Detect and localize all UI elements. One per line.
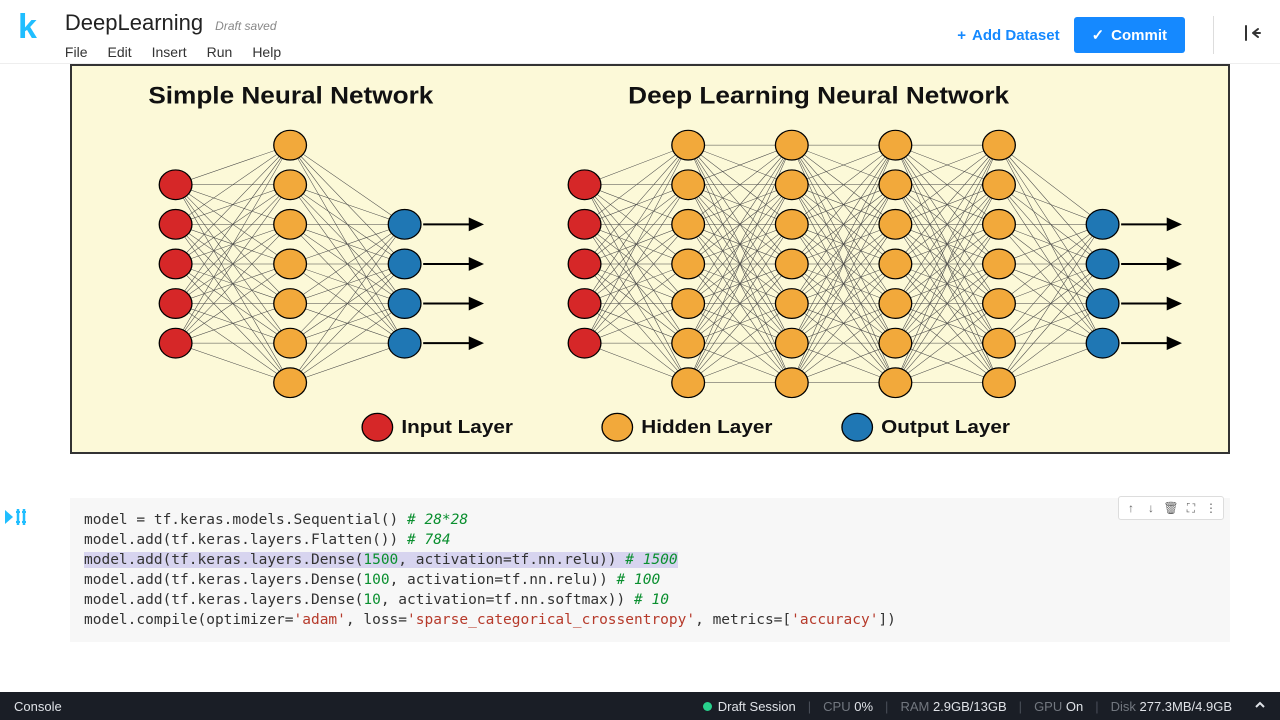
title-block: DeepLearning Draft saved File Edit Inser…	[65, 10, 281, 60]
add-dataset-button[interactable]: + Add Dataset	[957, 27, 1059, 44]
cell-more-button[interactable]: ⋮	[1202, 499, 1220, 517]
menu-help[interactable]: Help	[252, 44, 281, 60]
session-status: Draft Session	[703, 699, 796, 714]
menu-bar: File Edit Insert Run Help	[65, 44, 281, 60]
run-cell-gutter-icon[interactable]	[4, 506, 32, 533]
cpu-status: CPU 0%	[823, 699, 873, 714]
notebook-title[interactable]: DeepLearning	[65, 10, 203, 36]
cell-toolbar: ↑ ↓ 🗑 ⛶ ⋮	[1118, 496, 1224, 520]
menu-file[interactable]: File	[65, 44, 88, 60]
code-cell: ↑ ↓ 🗑 ⛶ ⋮ model = tf.keras.models.Sequen…	[70, 498, 1230, 642]
ram-status: RAM 2.9GB/13GB	[900, 699, 1006, 714]
svg-text:Output Layer: Output Layer	[881, 417, 1010, 438]
commit-label: Commit	[1111, 27, 1167, 44]
draft-saved-indicator: Draft saved	[215, 19, 276, 33]
chevron-up-icon[interactable]	[1254, 699, 1266, 714]
kaggle-logo[interactable]: k	[18, 10, 37, 44]
session-dot-icon	[703, 702, 712, 711]
plus-icon: +	[957, 27, 966, 44]
disk-status: Disk 277.3MB/4.9GB	[1111, 699, 1232, 714]
check-icon: ✓	[1092, 26, 1105, 44]
collapse-panel-icon[interactable]	[1242, 23, 1262, 48]
move-down-button[interactable]: ↓	[1142, 499, 1160, 517]
menu-insert[interactable]: Insert	[152, 44, 187, 60]
add-dataset-label: Add Dataset	[972, 27, 1060, 44]
commit-button[interactable]: ✓ Commit	[1074, 17, 1185, 53]
code-editor[interactable]: model = tf.keras.models.Sequential() # 2…	[70, 498, 1230, 642]
menu-run[interactable]: Run	[207, 44, 233, 60]
delete-cell-button[interactable]: 🗑	[1162, 499, 1180, 517]
svg-text:Deep Learning Neural Network: Deep Learning Neural Network	[628, 83, 1009, 110]
svg-text:Simple Neural Network: Simple Neural Network	[148, 83, 433, 110]
notebook-header: k DeepLearning Draft saved File Edit Ins…	[0, 0, 1280, 64]
svg-text:Hidden Layer: Hidden Layer	[641, 417, 772, 438]
console-label[interactable]: Console	[14, 699, 62, 714]
status-bar: Console Draft Session | CPU 0% | RAM 2.9…	[0, 692, 1280, 720]
svg-text:Input Layer: Input Layer	[401, 417, 513, 438]
menu-edit[interactable]: Edit	[107, 44, 131, 60]
neural-network-diagram: Simple Neural Network Deep Learning Neura…	[70, 64, 1230, 454]
move-up-button[interactable]: ↑	[1122, 499, 1140, 517]
gpu-status: GPU On	[1034, 699, 1083, 714]
expand-cell-button[interactable]: ⛶	[1182, 499, 1200, 517]
